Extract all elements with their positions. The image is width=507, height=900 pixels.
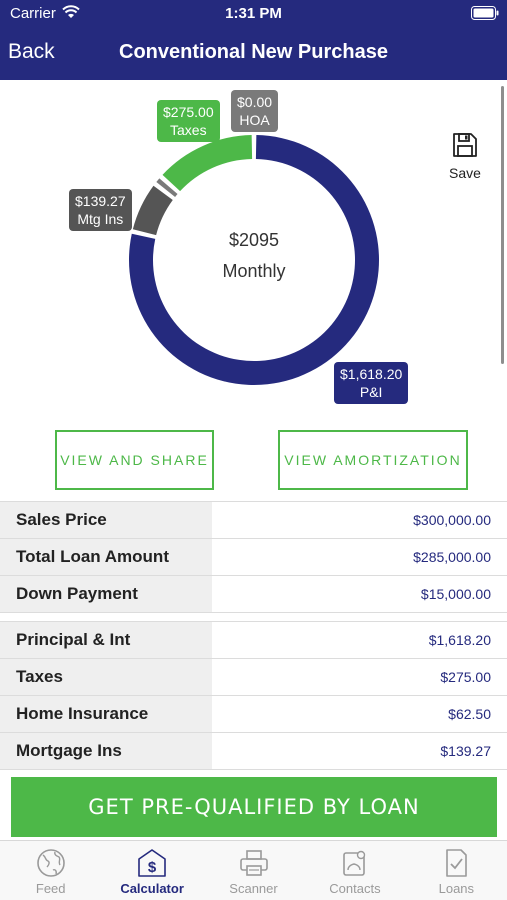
donut-slice-hoa (156, 178, 178, 197)
tab-label: Scanner (229, 881, 278, 896)
tab-label: Calculator (120, 881, 184, 896)
monthly-label: Monthly (222, 261, 286, 281)
slice-value: $139.27 (75, 193, 126, 209)
row-value[interactable]: $285,000.00 (413, 549, 491, 565)
donut-chart (129, 135, 380, 385)
row-value[interactable]: $300,000.00 (413, 512, 491, 528)
document-check-icon (446, 849, 468, 877)
chart-center: $2095 Monthly (154, 230, 354, 282)
row-label: Home Insurance (0, 696, 212, 732)
table-row: Home Insurance $62.50 (0, 696, 507, 733)
payment-chart: $2095 Monthly $275.00 Taxes $0.00 HOA $1… (0, 80, 507, 420)
table-row: Taxes $275.00 (0, 659, 507, 696)
slice-name: HOA (239, 112, 270, 128)
status-time: 1:31 PM (225, 5, 282, 22)
payment-breakdown-table: Principal & Int $1,618.20 Taxes $275.00 … (0, 621, 507, 770)
row-value[interactable]: $275.00 (440, 669, 491, 685)
table-row: Sales Price $300,000.00 (0, 502, 507, 539)
slice-label-mtg-ins: $139.27 Mtg Ins (69, 189, 132, 231)
row-value[interactable]: $62.50 (448, 706, 491, 722)
slice-value: $1,618.20 (340, 366, 403, 382)
view-and-share-button[interactable]: VIEW AND SHARE (55, 430, 214, 490)
table-row: Down Payment $15,000.00 (0, 576, 507, 613)
slice-name: Taxes (170, 122, 207, 138)
contacts-icon (343, 850, 366, 876)
scroll-indicator[interactable] (501, 86, 504, 364)
slice-name: Mtg Ins (77, 211, 124, 227)
status-bar: Carrier 1:31 PM (0, 0, 507, 28)
svg-text:$: $ (148, 859, 157, 876)
table-row: Total Loan Amount $285,000.00 (0, 539, 507, 576)
floppy-disk-icon (453, 133, 477, 157)
tab-label: Feed (35, 881, 66, 896)
tab-loans[interactable]: Loans (406, 841, 507, 900)
back-button[interactable]: Back (8, 40, 55, 63)
get-pre-qualified-button[interactable]: GET PRE-QUALIFIED BY LOAN (11, 777, 497, 837)
row-label: Principal & Int (0, 622, 212, 658)
row-value[interactable]: $1,618.20 (428, 632, 491, 648)
slice-name: P&I (359, 384, 383, 400)
row-label: Mortgage Ins (0, 733, 212, 769)
table-row: Mortgage Ins $139.27 (0, 733, 507, 770)
loan-summary-table: Sales Price $300,000.00 Total Loan Amoun… (0, 501, 507, 613)
tab-calculator[interactable]: $ Calculator (101, 841, 202, 900)
slice-label-taxes: $275.00 Taxes (157, 100, 220, 142)
tab-scanner[interactable]: Scanner (203, 841, 304, 900)
tab-contacts[interactable]: Contacts (304, 841, 405, 900)
tab-label: Loans (438, 881, 475, 896)
slice-label-hoa: $0.00 HOA (231, 90, 279, 132)
globe-icon (36, 849, 65, 877)
row-label: Sales Price (0, 502, 212, 538)
carrier-label: Carrier (10, 5, 56, 22)
view-amortization-button[interactable]: VIEW AMORTIZATION (278, 430, 468, 490)
battery-icon (471, 6, 499, 20)
row-label: Total Loan Amount (0, 539, 212, 575)
monthly-total: $2095 (228, 230, 280, 250)
table-row: Principal & Int $1,618.20 (0, 622, 507, 659)
row-label: Taxes (0, 659, 212, 695)
row-value[interactable]: $15,000.00 (420, 586, 491, 602)
page-title: Conventional New Purchase (119, 41, 388, 63)
donut-slice-mtg-ins (132, 185, 173, 236)
wifi-icon (62, 5, 80, 18)
save-button[interactable]: Save (445, 132, 485, 181)
tab-bar: Feed $ Calculator Scanner Contacts Loans (0, 840, 507, 900)
slice-value: $275.00 (163, 104, 214, 120)
row-value[interactable]: $139.27 (440, 743, 491, 759)
tab-feed[interactable]: Feed (0, 841, 101, 900)
save-label: Save (449, 165, 481, 181)
calculator-dollar-icon: $ (138, 849, 166, 877)
slice-label-pi: $1,618.20 P&I (334, 362, 409, 404)
row-label: Down Payment (0, 576, 212, 612)
slice-value: $0.00 (237, 94, 273, 110)
nav-bar: Back Conventional New Purchase (0, 28, 507, 80)
tab-label: Contacts (329, 881, 381, 896)
printer-icon (239, 850, 268, 876)
donut-slice-taxes (162, 135, 253, 192)
